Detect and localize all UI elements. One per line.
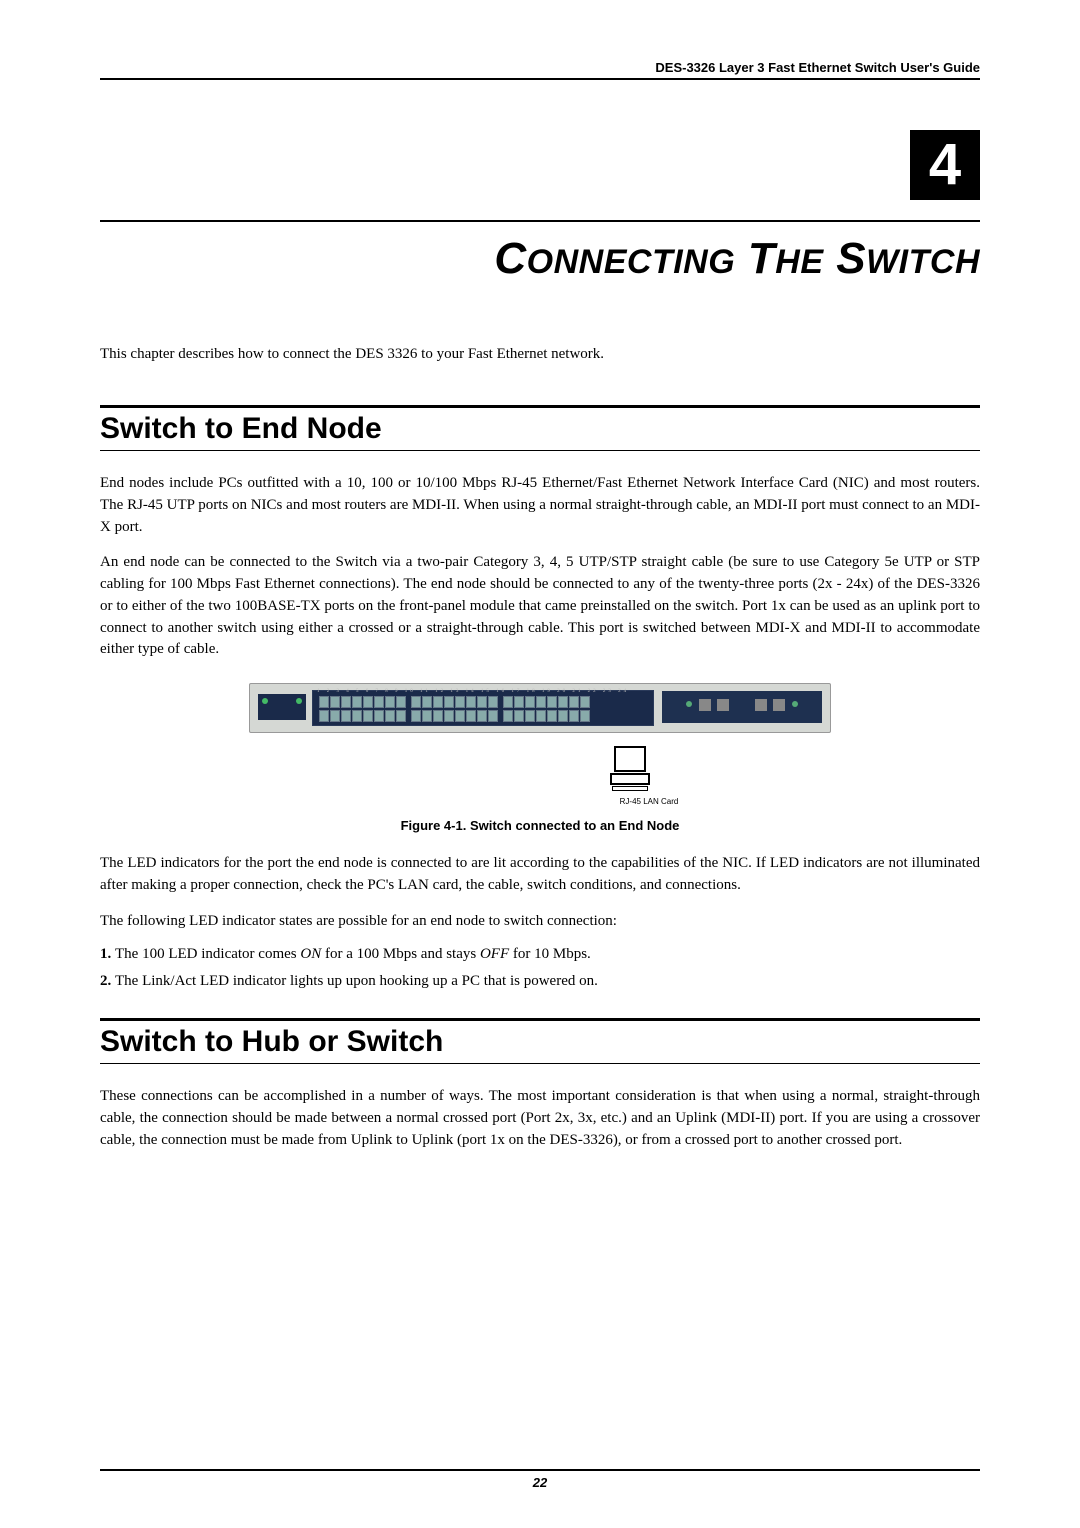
paragraph: These connections can be accomplished in…: [100, 1086, 980, 1151]
switch-illustration: 1 2 3 4 5 6 7 8 9 10 11 12 13 14 15 16 1…: [249, 683, 831, 733]
page-footer: 22: [100, 1469, 980, 1490]
paragraph: The LED indicators for the port the end …: [100, 853, 980, 897]
chapter-intro: This chapter describes how to connect th…: [100, 344, 980, 365]
section-heading-end-node: Switch to End Node: [100, 405, 980, 451]
paragraph: End nodes include PCs outfitted with a 1…: [100, 473, 980, 538]
paragraph: The following LED indicator states are p…: [100, 911, 980, 933]
list-text: for 10 Mbps.: [509, 946, 591, 962]
switch-led-panel: [258, 694, 306, 720]
figure-caption: Figure 4-1. Switch connected to an End N…: [100, 818, 980, 833]
pc-icon: [610, 746, 650, 791]
list-text: The 100 LED indicator comes: [115, 946, 300, 962]
italic-on: ON: [300, 946, 321, 962]
page-number: 22: [533, 1475, 547, 1490]
switch-module-slot: [662, 691, 822, 723]
figure-4-1: 1 2 3 4 5 6 7 8 9 10 11 12 13 14 15 16 1…: [100, 683, 980, 808]
list-item-2: 2. The Link/Act LED indicator lights up …: [100, 973, 980, 990]
section-heading-hub-switch: Switch to Hub or Switch: [100, 1018, 980, 1064]
list-number: 1.: [100, 946, 115, 962]
italic-off: OFF: [480, 946, 509, 962]
list-item-1: 1. The 100 LED indicator comes ON for a …: [100, 946, 980, 963]
list-text: The Link/Act LED indicator lights up upo…: [115, 973, 598, 989]
pc-label: RJ-45 LAN Card: [318, 797, 980, 806]
chapter-title: CONNECTING THE SWITCH: [100, 220, 980, 284]
running-header: DES-3326 Layer 3 Fast Ethernet Switch Us…: [100, 60, 980, 80]
chapter-number-box: 4: [910, 130, 980, 200]
list-number: 2.: [100, 973, 115, 989]
paragraph: An end node can be connected to the Swit…: [100, 552, 980, 661]
switch-port-panel: 1 2 3 4 5 6 7 8 9 10 11 12 13 14 15 16 1…: [312, 690, 654, 726]
list-text: for a 100 Mbps and stays: [321, 946, 480, 962]
